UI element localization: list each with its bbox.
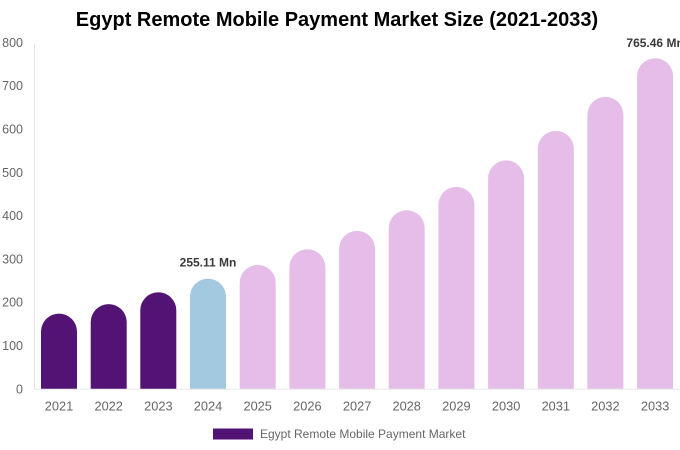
svg-text:100: 100 — [2, 339, 23, 353]
svg-text:2023: 2023 — [144, 399, 172, 414]
svg-text:2031: 2031 — [542, 399, 570, 414]
svg-text:800: 800 — [2, 36, 23, 50]
svg-text:Egypt Remote Mobile Payment Ma: Egypt Remote Mobile Payment Market — [260, 427, 466, 441]
svg-text:255.11 Mn: 255.11 Mn — [180, 255, 237, 269]
svg-text:500: 500 — [2, 166, 23, 180]
svg-text:700: 700 — [2, 79, 23, 93]
svg-text:2033: 2033 — [641, 399, 669, 414]
svg-text:200: 200 — [2, 296, 23, 310]
svg-text:0: 0 — [16, 382, 23, 396]
svg-text:2025: 2025 — [243, 399, 271, 414]
svg-text:2029: 2029 — [442, 399, 470, 414]
svg-text:2026: 2026 — [293, 399, 321, 414]
svg-text:2024: 2024 — [194, 399, 222, 414]
svg-text:765.46 Mn: 765.46 Mn — [626, 36, 680, 50]
svg-text:300: 300 — [2, 252, 23, 266]
svg-text:2028: 2028 — [392, 399, 420, 414]
svg-text:Egypt Remote Mobile Payment Ma: Egypt Remote Mobile Payment Market Size … — [76, 9, 598, 31]
svg-text:2027: 2027 — [343, 399, 371, 414]
svg-text:2022: 2022 — [94, 399, 122, 414]
svg-text:400: 400 — [2, 209, 23, 223]
svg-text:2030: 2030 — [492, 399, 520, 414]
svg-text:2021: 2021 — [45, 399, 73, 414]
svg-text:600: 600 — [2, 123, 23, 137]
svg-text:2032: 2032 — [591, 399, 619, 414]
